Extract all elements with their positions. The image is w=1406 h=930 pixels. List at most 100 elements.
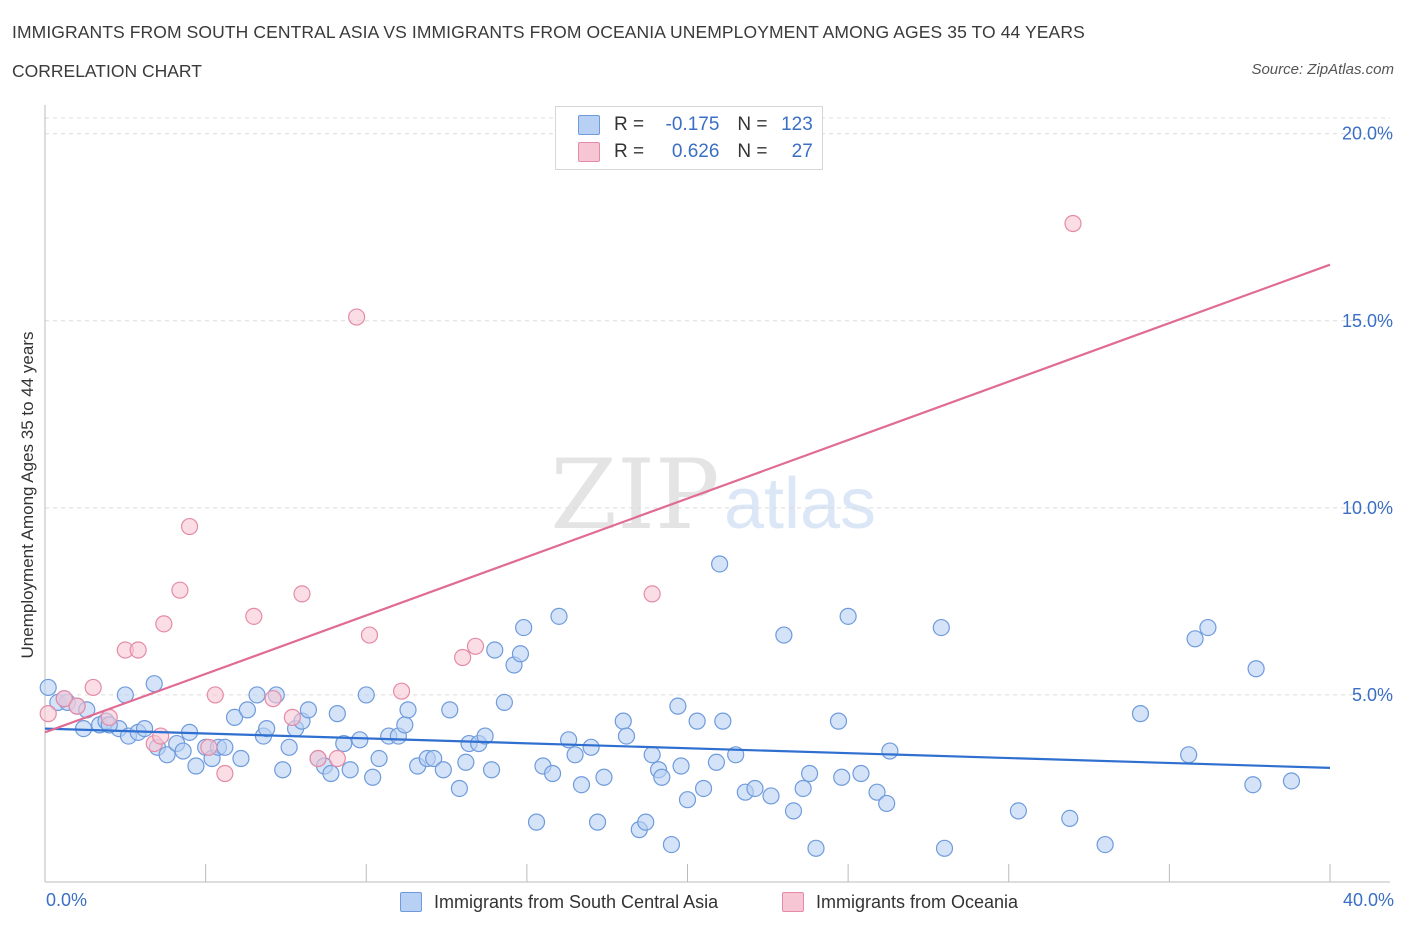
stats-legend: R = -0.175 N = 123 R = 0.626 N = 27	[555, 106, 823, 170]
blue-point	[216, 738, 234, 756]
blue-point	[707, 753, 726, 771]
blue-point	[457, 753, 475, 771]
blue-point	[694, 779, 713, 798]
blue-point	[322, 764, 340, 783]
blue-point	[351, 731, 369, 749]
pink-point	[283, 708, 301, 726]
blue-point	[341, 761, 359, 779]
blue-point	[476, 727, 494, 745]
r-value-blue: -0.175	[665, 114, 720, 135]
n-label: N =	[737, 141, 768, 162]
blue-point	[158, 746, 176, 764]
blue-point	[1009, 802, 1027, 820]
source-credit: Source: ZipAtlas.com	[1251, 61, 1394, 78]
blue-point	[762, 787, 780, 805]
blue-point	[746, 779, 764, 798]
pink-point	[129, 641, 147, 659]
blue-point	[881, 742, 899, 760]
blue-point	[441, 701, 459, 719]
blue-point	[39, 678, 57, 697]
blue-point	[1199, 618, 1217, 637]
chart-subtitle: CORRELATION CHART	[12, 61, 202, 81]
blue-point	[370, 749, 388, 768]
pink-point	[180, 517, 199, 536]
blue-point	[617, 727, 636, 745]
chart-title: IMMIGRANTS FROM SOUTH CENTRAL ASIA VS IM…	[12, 22, 1085, 42]
blue-point	[775, 626, 793, 644]
blue-point	[1061, 809, 1079, 827]
blue-point	[614, 712, 632, 730]
r-value-pink: 0.626	[671, 141, 720, 162]
blue-point	[232, 749, 250, 768]
blue-point	[550, 607, 568, 625]
pink-point	[360, 626, 379, 644]
pink-point	[171, 581, 189, 599]
blue-point	[248, 686, 266, 704]
pink-point	[152, 727, 170, 745]
blue-point	[364, 768, 382, 786]
blue-point	[357, 686, 375, 704]
blue-legend-swatch	[400, 892, 422, 912]
y-tick-label: 20.0%	[1342, 124, 1393, 144]
blue-point	[935, 839, 954, 857]
r-label: R =	[614, 114, 645, 135]
blue-point	[852, 764, 870, 783]
blue-point	[588, 813, 607, 831]
legend-item-oceania: Immigrants from Oceania	[782, 890, 1018, 914]
blue-point	[1247, 660, 1265, 678]
blue-point	[807, 839, 825, 857]
blue-point	[1096, 835, 1114, 854]
blue-point	[688, 712, 706, 730]
x-tick-min: 0.0%	[46, 890, 88, 910]
blue-swatch	[578, 115, 600, 135]
blue-point	[672, 757, 690, 775]
blue-point	[794, 779, 812, 798]
n-value-pink: 27	[791, 141, 813, 162]
legend-label-oceania: Immigrants from Oceania	[816, 891, 1019, 912]
blue-point	[1244, 776, 1262, 794]
x-tick-max: 40.0%	[1342, 890, 1394, 910]
pink-point	[200, 738, 218, 756]
pink-legend-swatch	[782, 892, 804, 912]
n-value-blue: 123	[781, 114, 813, 135]
pink-point	[55, 690, 73, 708]
r-label: R =	[614, 141, 645, 162]
blue-point	[145, 675, 163, 693]
pink-point	[328, 749, 346, 768]
blue-point	[1186, 630, 1204, 648]
blue-point	[878, 794, 896, 813]
blue-point	[527, 813, 546, 831]
pink-point	[264, 690, 282, 708]
blue-point	[450, 779, 469, 798]
blue-point	[495, 693, 513, 712]
blue-point	[662, 835, 681, 854]
blue-trend-line	[44, 727, 1331, 769]
blue-point	[566, 746, 584, 764]
pink-point	[643, 585, 661, 603]
y-axis-label: Unemployment Among Ages 35 to 44 years	[18, 331, 37, 659]
blue-point	[653, 768, 671, 786]
blue-point	[396, 716, 414, 734]
blue-point	[135, 719, 154, 738]
blue-point	[1180, 746, 1198, 764]
blue-point	[328, 705, 346, 723]
pink-point	[392, 682, 411, 700]
pink-point	[216, 764, 234, 783]
blue-point	[225, 708, 244, 726]
blue-point	[868, 783, 886, 801]
y-tick-label: 10.0%	[1342, 498, 1393, 518]
blue-point	[515, 618, 533, 637]
blue-point	[833, 768, 851, 786]
blue-point	[839, 607, 857, 625]
n-label: N =	[737, 114, 768, 135]
pink-point	[155, 615, 173, 633]
stats-legend-row-pink: R = 0.626 N = 27	[578, 140, 813, 164]
blue-point	[669, 697, 687, 715]
y-tick-label: 5.0%	[1352, 685, 1393, 705]
y-tick-label: 15.0%	[1342, 311, 1393, 331]
blue-point	[299, 701, 318, 719]
blue-point	[643, 746, 661, 764]
blue-point	[711, 555, 729, 573]
blue-point	[258, 719, 276, 738]
